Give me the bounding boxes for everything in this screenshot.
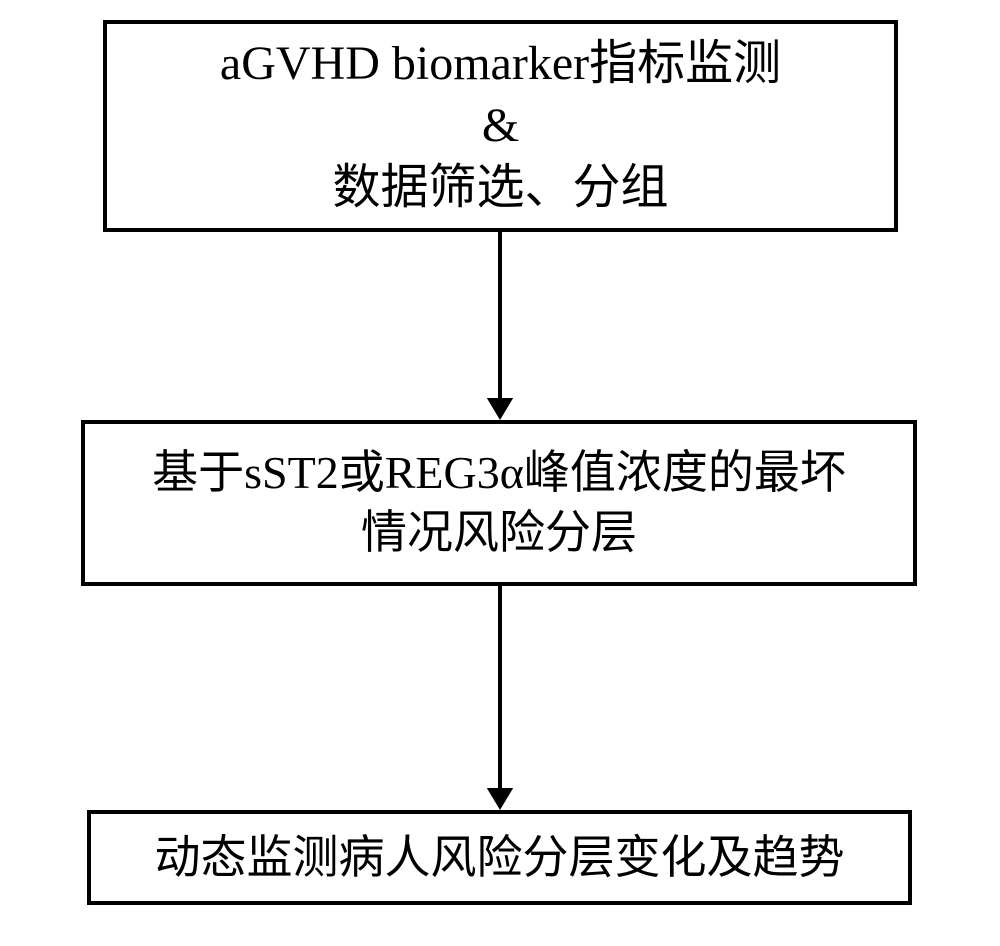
node-2-line-2: 情况风险分层 (361, 503, 637, 563)
flowchart-canvas: aGVHD biomarker指标监测 & 数据筛选、分组 基于sST2或REG… (0, 0, 1000, 946)
node-1-line-2: & (482, 95, 519, 157)
node-1-line-3: 数据筛选、分组 (332, 157, 668, 219)
node-1-line-1: aGVHD biomarker指标监测 (220, 33, 781, 95)
node-2-line-1: 基于sST2或REG3α峰值浓度的最坏 (152, 443, 846, 503)
flowchart-arrow-2 (476, 586, 524, 810)
flowchart-node-1: aGVHD biomarker指标监测 & 数据筛选、分组 (103, 20, 898, 232)
flowchart-node-2: 基于sST2或REG3α峰值浓度的最坏 情况风险分层 (81, 420, 917, 586)
flowchart-node-3: 动态监测病人风险分层变化及趋势 (87, 810, 912, 905)
node-3-line-1: 动态监测病人风险分层变化及趋势 (155, 828, 845, 888)
flowchart-arrow-1 (476, 232, 524, 420)
